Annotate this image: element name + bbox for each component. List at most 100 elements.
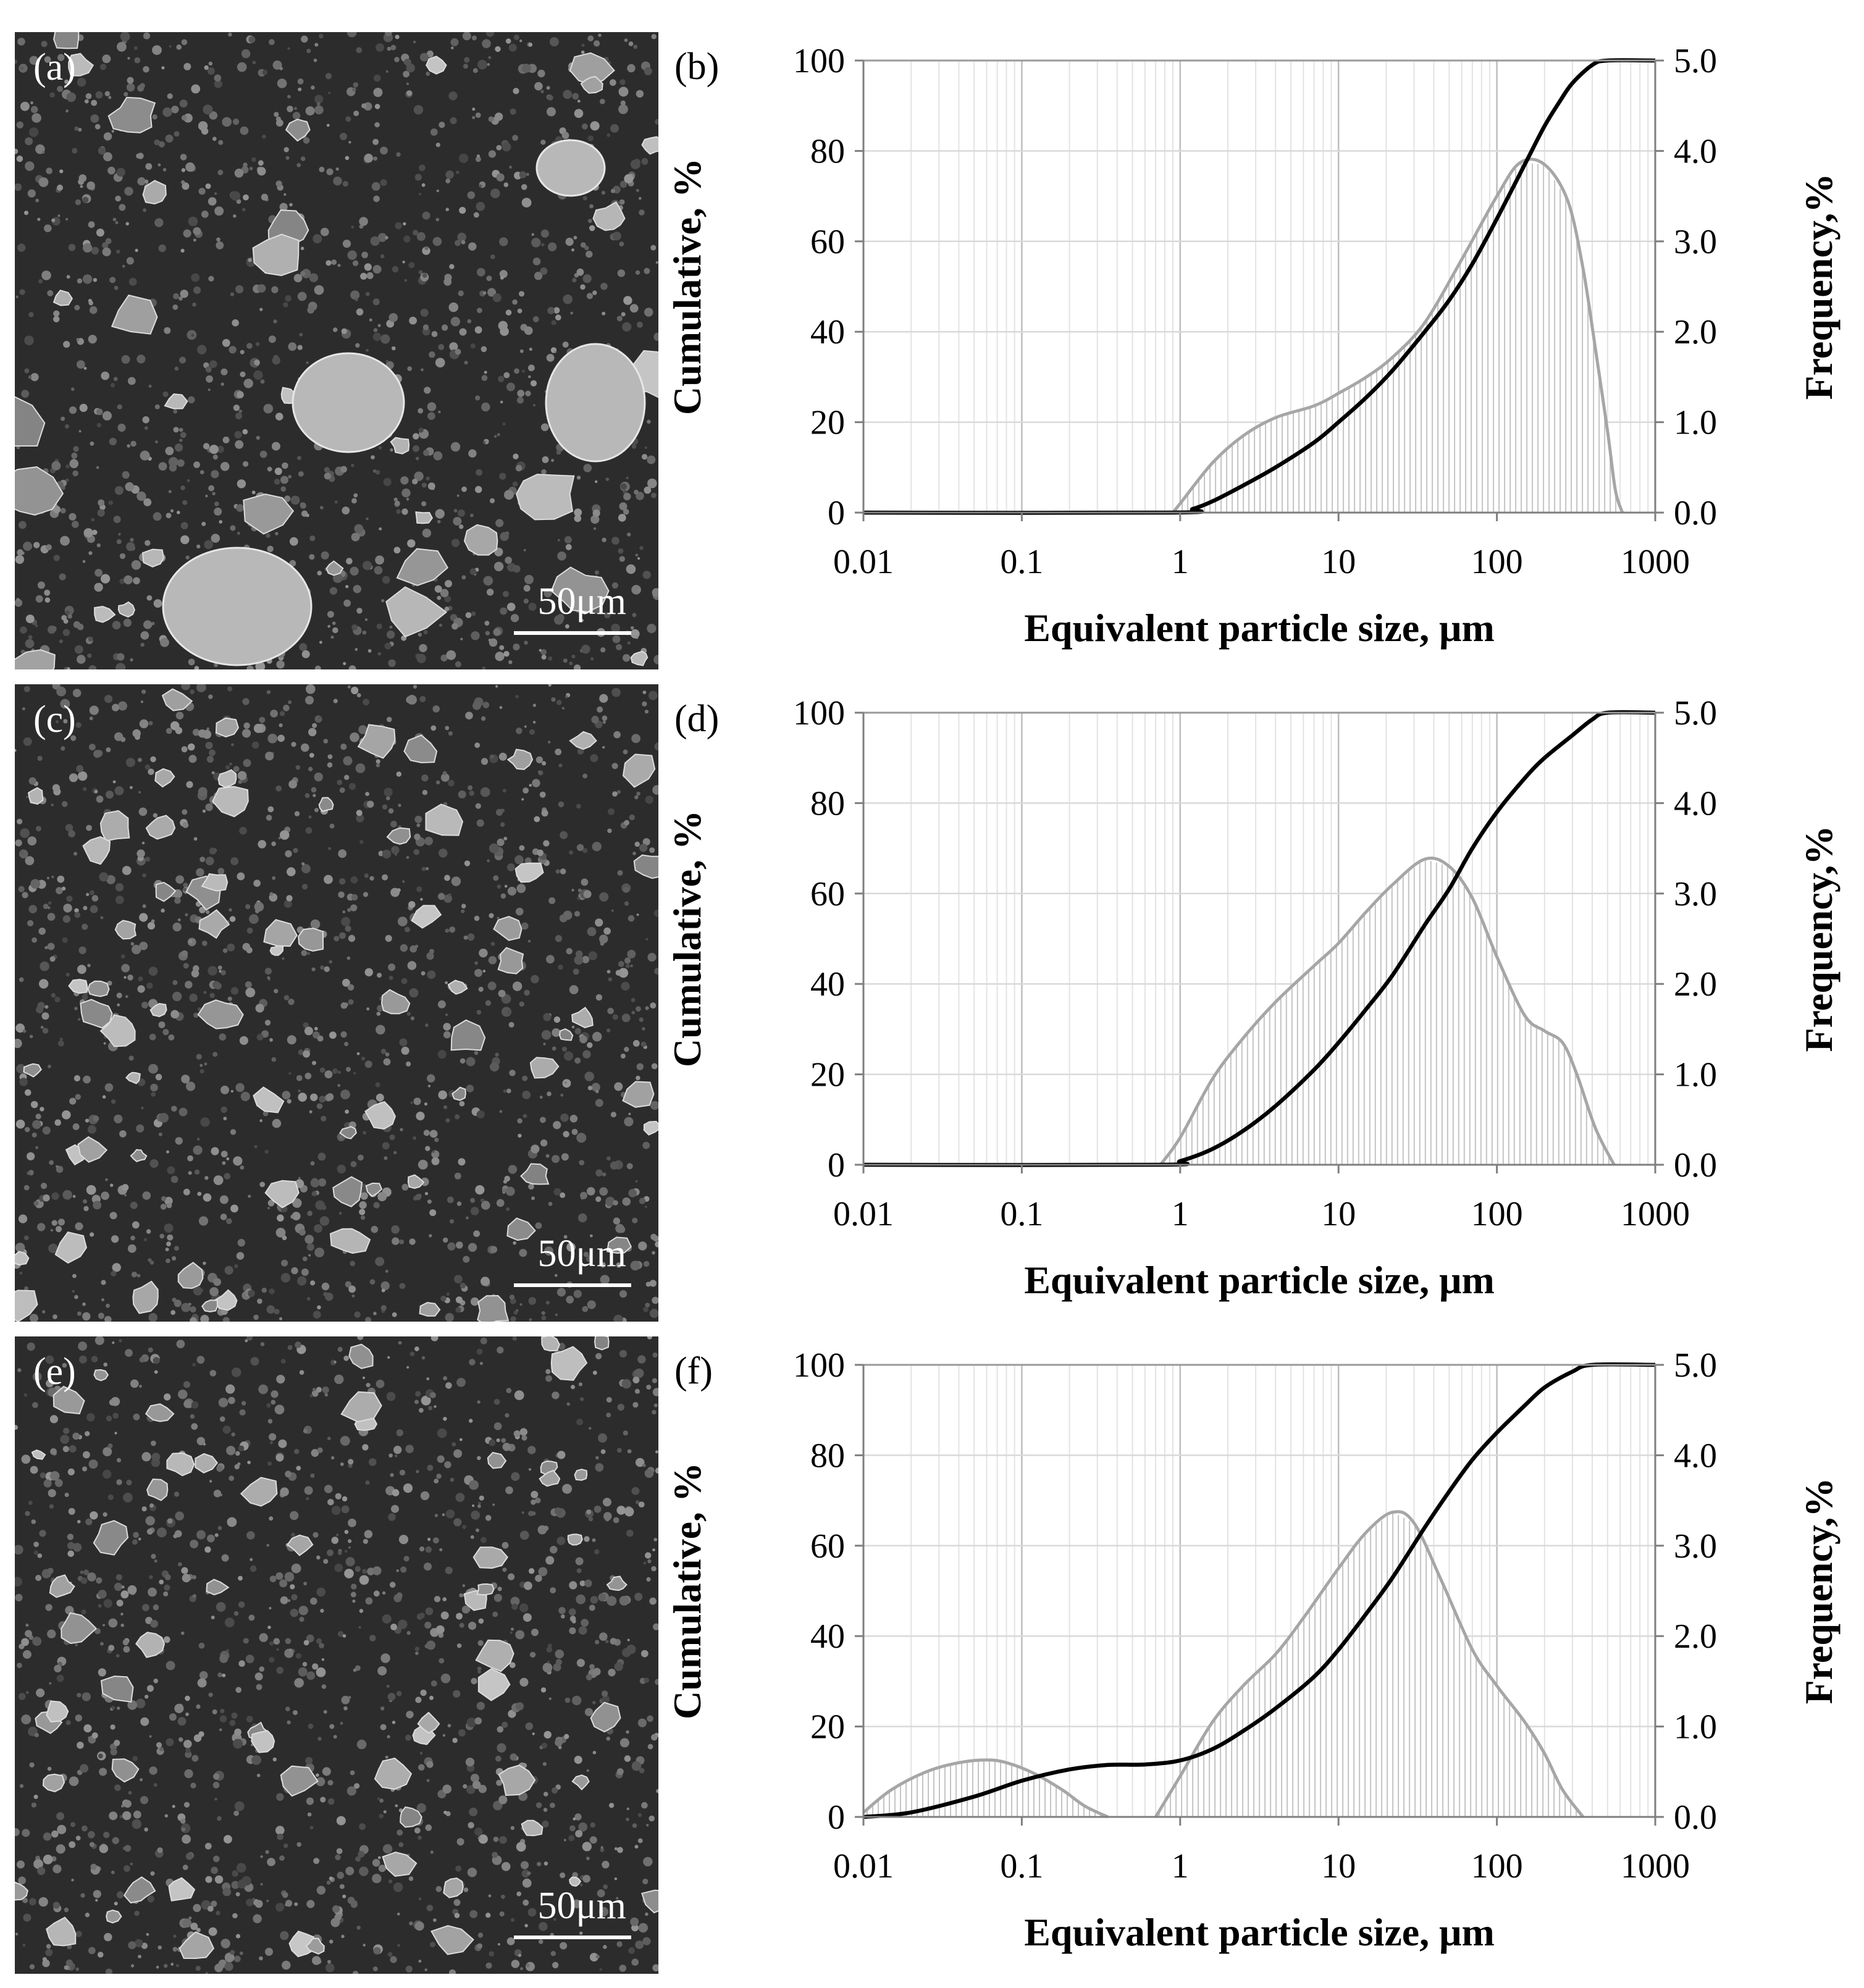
fine-particle bbox=[592, 1538, 596, 1542]
fine-particle bbox=[267, 1199, 275, 1207]
fine-particle bbox=[48, 1065, 51, 1068]
fine-particle bbox=[426, 1377, 430, 1380]
fine-particle bbox=[589, 225, 595, 232]
fine-particle bbox=[72, 470, 78, 477]
fine-particle bbox=[576, 844, 584, 851]
fine-particle bbox=[292, 112, 301, 120]
fine-particle bbox=[516, 1891, 522, 1897]
fine-particle bbox=[25, 161, 35, 171]
coarse-particle bbox=[430, 1925, 474, 1955]
fine-particle bbox=[463, 64, 468, 69]
fine-particle bbox=[427, 1464, 434, 1471]
fine-particle bbox=[57, 184, 63, 191]
fine-particle bbox=[46, 1379, 54, 1388]
fine-particle bbox=[378, 446, 382, 450]
fine-particle bbox=[302, 1661, 308, 1667]
fine-particle bbox=[407, 695, 417, 705]
fine-particle bbox=[209, 992, 215, 999]
fine-particle bbox=[626, 1645, 636, 1655]
fine-particle bbox=[464, 361, 468, 365]
fine-particle bbox=[414, 1921, 424, 1931]
coarse-particle bbox=[46, 1700, 69, 1722]
fine-particle bbox=[446, 650, 456, 660]
fine-particle bbox=[107, 1494, 114, 1500]
fine-particle bbox=[535, 1497, 541, 1504]
fine-particle bbox=[652, 1409, 657, 1415]
fine-particle bbox=[619, 199, 625, 205]
fine-particle bbox=[644, 1677, 649, 1683]
fine-particle bbox=[477, 1932, 484, 1938]
fine-particle bbox=[634, 490, 639, 495]
fine-particle bbox=[348, 1459, 354, 1465]
fine-particle bbox=[348, 1539, 352, 1543]
fine-particle bbox=[96, 466, 99, 469]
fine-particle bbox=[634, 1845, 639, 1849]
fine-particle bbox=[300, 246, 304, 251]
fine-particle bbox=[183, 887, 187, 892]
coarse-particle bbox=[607, 1236, 632, 1254]
fine-particle bbox=[551, 459, 555, 462]
fine-particle bbox=[107, 166, 115, 175]
fine-particle bbox=[399, 1283, 406, 1290]
fine-particle bbox=[238, 1575, 243, 1581]
fine-particle bbox=[76, 338, 80, 342]
fine-particle bbox=[235, 440, 244, 449]
fine-particle bbox=[459, 524, 464, 529]
fine-particle bbox=[28, 1500, 33, 1505]
fine-particle bbox=[512, 299, 518, 305]
fine-particle bbox=[309, 273, 319, 282]
fine-particle bbox=[88, 665, 97, 669]
fine-particle bbox=[594, 1505, 602, 1513]
fine-particle bbox=[285, 295, 292, 302]
fine-particle bbox=[308, 815, 312, 819]
fine-particle bbox=[654, 742, 658, 751]
fine-particle bbox=[371, 182, 380, 191]
fine-particle bbox=[255, 342, 260, 346]
fine-particle bbox=[51, 803, 54, 807]
fine-particle bbox=[47, 1629, 56, 1638]
fine-particle bbox=[77, 1018, 81, 1021]
fine-particle bbox=[181, 1075, 190, 1084]
fine-particle bbox=[632, 852, 636, 855]
fine-particle bbox=[112, 621, 121, 630]
fine-particle bbox=[399, 1239, 405, 1244]
fine-particle bbox=[214, 1875, 224, 1884]
fine-particle bbox=[454, 1172, 461, 1180]
fine-particle bbox=[543, 840, 550, 847]
fine-particle bbox=[581, 1619, 589, 1627]
fine-particle bbox=[139, 1357, 145, 1363]
fine-particle bbox=[566, 948, 573, 955]
fine-particle bbox=[535, 1574, 542, 1582]
fine-particle bbox=[458, 790, 466, 799]
fine-particle bbox=[341, 1505, 350, 1514]
fine-particle bbox=[135, 1939, 143, 1948]
fine-particle bbox=[86, 824, 92, 831]
fine-particle bbox=[448, 302, 459, 312]
y-tick-label: 20 bbox=[810, 404, 845, 442]
scale-bar bbox=[514, 1283, 631, 1287]
fine-particle bbox=[35, 1114, 41, 1120]
fine-particle bbox=[485, 32, 494, 37]
fine-particle bbox=[576, 1594, 586, 1604]
fine-particle bbox=[366, 1383, 371, 1388]
fine-particle bbox=[577, 99, 581, 103]
fine-particle bbox=[243, 722, 250, 729]
fine-particle bbox=[124, 187, 133, 196]
fine-particle bbox=[565, 237, 574, 246]
fine-particle bbox=[586, 1255, 593, 1262]
fine-particle bbox=[166, 1661, 175, 1671]
fine-particle bbox=[190, 1317, 197, 1322]
fine-particle bbox=[350, 876, 358, 884]
fine-particle bbox=[137, 153, 144, 159]
fine-particle bbox=[283, 995, 290, 1000]
fine-particle bbox=[311, 1390, 319, 1397]
fine-particle bbox=[414, 833, 421, 841]
fine-particle bbox=[86, 892, 90, 896]
fine-particle bbox=[44, 597, 51, 603]
fine-particle bbox=[199, 1069, 204, 1074]
fine-particle bbox=[143, 32, 151, 40]
coarse-particle bbox=[633, 854, 658, 879]
fine-particle bbox=[285, 1638, 292, 1645]
fine-particle bbox=[469, 1480, 479, 1490]
fine-particle bbox=[627, 64, 636, 73]
